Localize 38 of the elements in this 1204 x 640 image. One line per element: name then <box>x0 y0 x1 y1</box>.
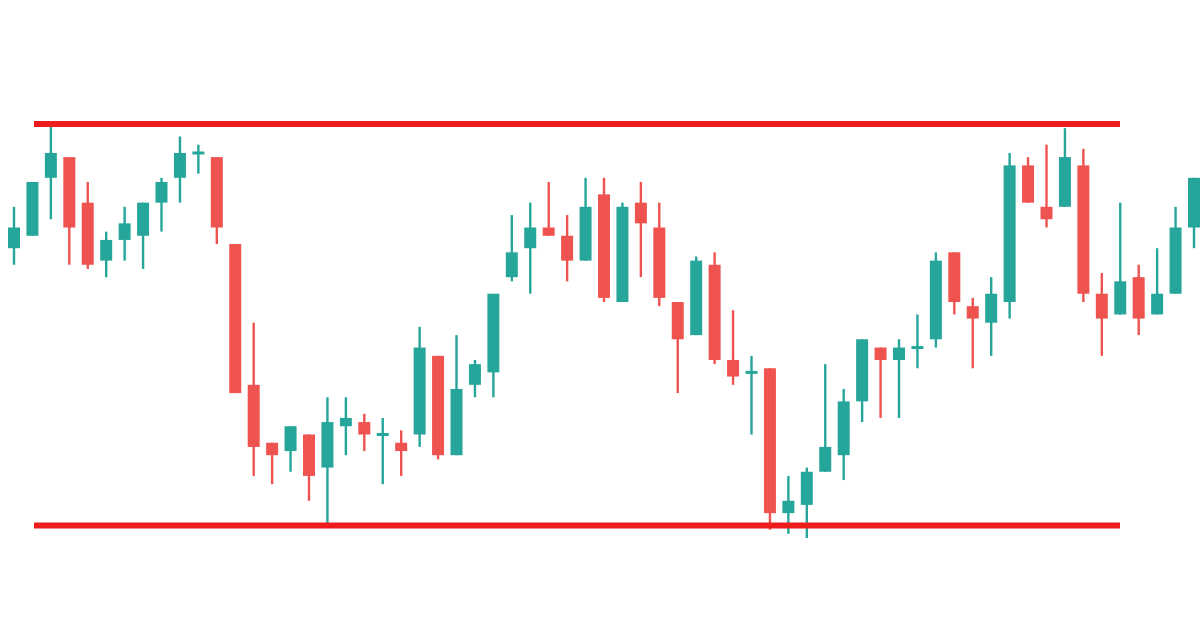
candlestick <box>395 429 408 478</box>
candlestick <box>100 230 113 279</box>
candlestick <box>542 180 555 237</box>
candlestick <box>468 358 481 399</box>
candlestick <box>985 275 998 358</box>
candlestick <box>782 474 795 536</box>
candlestick <box>893 338 905 420</box>
candlestick <box>137 201 150 271</box>
candlestick <box>671 300 684 395</box>
candlestick <box>800 466 813 540</box>
candlestick <box>155 176 168 233</box>
candlestick <box>266 441 279 486</box>
candlestick <box>1022 155 1035 204</box>
candlestick <box>1095 271 1108 358</box>
candlestick <box>375 416 391 486</box>
candlestick <box>909 313 925 370</box>
candlestick <box>303 433 315 502</box>
candlestick <box>339 396 352 457</box>
candlestick <box>358 412 371 453</box>
candlestick <box>173 135 186 204</box>
candlestick <box>634 180 647 279</box>
candlestick <box>1151 247 1164 316</box>
candlestick <box>44 122 57 221</box>
candlestick <box>819 362 832 473</box>
candlestick <box>561 213 574 283</box>
candlestick <box>321 396 334 527</box>
candlestick <box>190 143 206 175</box>
candlestick <box>744 354 759 436</box>
candlestick <box>524 201 537 295</box>
candlestick <box>727 309 740 387</box>
candlestick <box>284 425 297 473</box>
candlestick <box>8 205 20 266</box>
candlestick <box>1114 201 1127 316</box>
candlestick <box>1132 263 1145 337</box>
candlestick <box>874 346 887 420</box>
candlestick <box>505 213 518 283</box>
candlestick <box>118 205 131 262</box>
candlestick <box>966 296 979 370</box>
